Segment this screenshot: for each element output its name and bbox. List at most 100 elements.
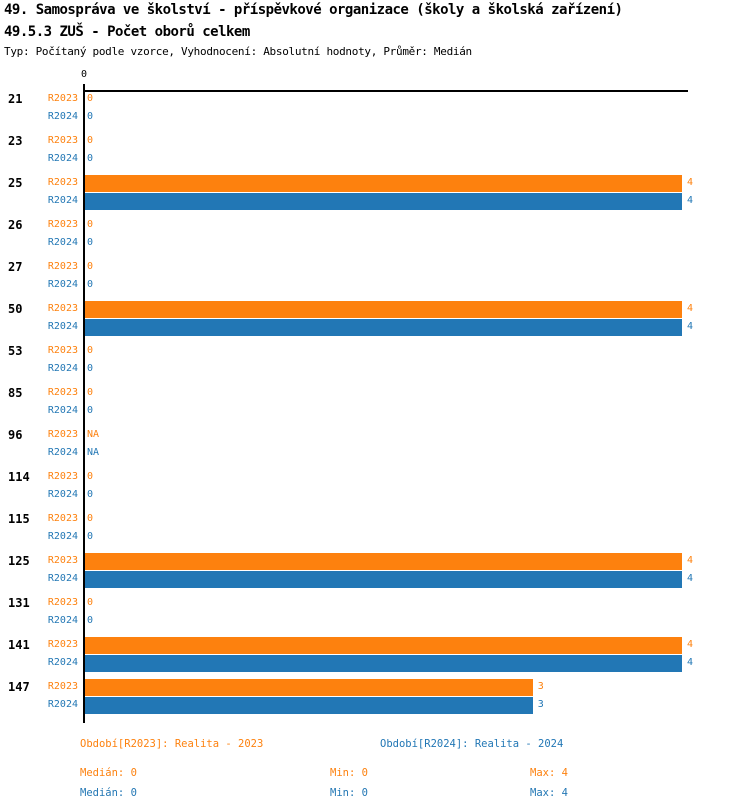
value-label-r2023: 0 [87, 513, 94, 524]
series-label-r2023: R2023 [47, 555, 78, 566]
category-label: 141 [8, 638, 30, 652]
series-label-r2024: R2024 [47, 321, 78, 332]
series-label-r2024: R2024 [47, 489, 78, 500]
series-label-r2023: R2023 [47, 639, 78, 650]
series-label-r2024: R2024 [47, 195, 78, 206]
stat-median-r2024: Medián: 0 [80, 787, 137, 799]
legend-item-r2024: Období[R2024]: Realita - 2024 [380, 738, 564, 750]
series-label-r2024: R2024 [47, 615, 78, 626]
series-label-r2023: R2023 [47, 303, 78, 314]
chart-subtitle: 49.5.3 ZUŠ - Počet oborů celkem [4, 24, 250, 40]
series-label-r2024: R2024 [47, 111, 78, 122]
bar-r2024 [85, 697, 533, 714]
value-label-r2023: 3 [537, 681, 544, 692]
chart-meta-info: Typ: Počítaný podle vzorce, Vyhodnocení:… [4, 45, 472, 58]
value-label-r2023: 0 [87, 387, 94, 398]
value-label-r2023: 0 [87, 219, 94, 230]
series-label-r2023: R2023 [47, 345, 78, 356]
category-label: 25 [8, 176, 23, 190]
value-label-r2024: 4 [687, 321, 694, 332]
value-label-r2024: 0 [87, 531, 94, 542]
value-label-r2024: 0 [87, 153, 94, 164]
legend-item-r2023: Období[R2023]: Realita - 2023 [80, 738, 264, 750]
series-label-r2023: R2023 [47, 471, 78, 482]
series-label-r2024: R2024 [47, 657, 78, 668]
value-label-r2023: 0 [87, 261, 94, 272]
series-label-r2024: R2024 [47, 531, 78, 542]
category-label: 114 [8, 470, 30, 484]
category-label: 115 [8, 512, 30, 526]
bar-r2023 [85, 301, 682, 318]
series-label-r2024: R2024 [47, 573, 78, 584]
series-label-r2024: R2024 [47, 237, 78, 248]
series-label-r2023: R2023 [47, 177, 78, 188]
value-label-r2023: 4 [687, 177, 694, 188]
bar-r2023 [85, 637, 682, 654]
value-label-r2024: 0 [87, 615, 94, 626]
series-label-r2024: R2024 [47, 153, 78, 164]
stat-min-r2024: Min: 0 [330, 787, 368, 799]
value-label-r2024: 0 [87, 489, 94, 500]
x-axis-line [83, 90, 688, 92]
value-label-r2024: 4 [687, 657, 694, 668]
series-label-r2024: R2024 [47, 279, 78, 290]
category-label: 96 [8, 428, 23, 442]
stat-max-r2023: Max: 4 [530, 767, 568, 779]
y-axis-line [83, 84, 85, 723]
series-label-r2023: R2023 [47, 387, 78, 398]
series-label-r2023: R2023 [47, 429, 78, 440]
value-label-r2023: 4 [687, 639, 694, 650]
value-label-r2023: 0 [87, 345, 94, 356]
category-label: 85 [8, 386, 23, 400]
value-label-r2024: 0 [87, 405, 94, 416]
value-label-r2024: 0 [87, 363, 94, 374]
value-label-r2024: 0 [87, 111, 94, 122]
value-label-r2023: 4 [687, 303, 694, 314]
bar-r2023 [85, 679, 533, 696]
page-title: 49. Samospráva ve školství - příspěvkové… [4, 2, 623, 18]
bar-r2023 [85, 175, 682, 192]
bar-r2024 [85, 319, 682, 336]
bar-r2024 [85, 655, 682, 672]
value-label-r2024: 0 [87, 237, 94, 248]
series-label-r2024: R2024 [47, 447, 78, 458]
series-label-r2023: R2023 [47, 513, 78, 524]
category-label: 125 [8, 554, 30, 568]
category-label: 131 [8, 596, 30, 610]
series-label-r2023: R2023 [47, 135, 78, 146]
stat-min-r2023: Min: 0 [330, 767, 368, 779]
series-label-r2023: R2023 [47, 681, 78, 692]
category-label: 50 [8, 302, 23, 316]
bar-r2024 [85, 571, 682, 588]
value-label-r2024: 0 [87, 279, 94, 290]
value-label-r2024: 3 [537, 699, 544, 710]
series-label-r2023: R2023 [47, 597, 78, 608]
stat-max-r2024: Max: 4 [530, 787, 568, 799]
value-label-r2023: 0 [87, 597, 94, 608]
category-label: 26 [8, 218, 23, 232]
value-label-r2023: 0 [87, 135, 94, 146]
value-label-r2024: NA [87, 447, 100, 458]
series-label-r2024: R2024 [47, 699, 78, 710]
series-label-r2024: R2024 [47, 405, 78, 416]
x-axis-tick-label: 0 [80, 69, 88, 80]
value-label-r2023: NA [87, 429, 100, 440]
category-label: 27 [8, 260, 23, 274]
value-label-r2023: 0 [87, 471, 94, 482]
category-label: 147 [8, 680, 30, 694]
value-label-r2023: 4 [687, 555, 694, 566]
series-label-r2023: R2023 [47, 219, 78, 230]
series-label-r2023: R2023 [47, 261, 78, 272]
bar-r2023 [85, 553, 682, 570]
value-label-r2024: 4 [687, 573, 694, 584]
value-label-r2023: 0 [87, 93, 94, 104]
value-label-r2024: 4 [687, 195, 694, 206]
category-label: 23 [8, 134, 23, 148]
stat-median-r2023: Medián: 0 [80, 767, 137, 779]
category-label: 53 [8, 344, 23, 358]
category-label: 21 [8, 92, 23, 106]
series-label-r2024: R2024 [47, 363, 78, 374]
bar-r2024 [85, 193, 682, 210]
series-label-r2023: R2023 [47, 93, 78, 104]
